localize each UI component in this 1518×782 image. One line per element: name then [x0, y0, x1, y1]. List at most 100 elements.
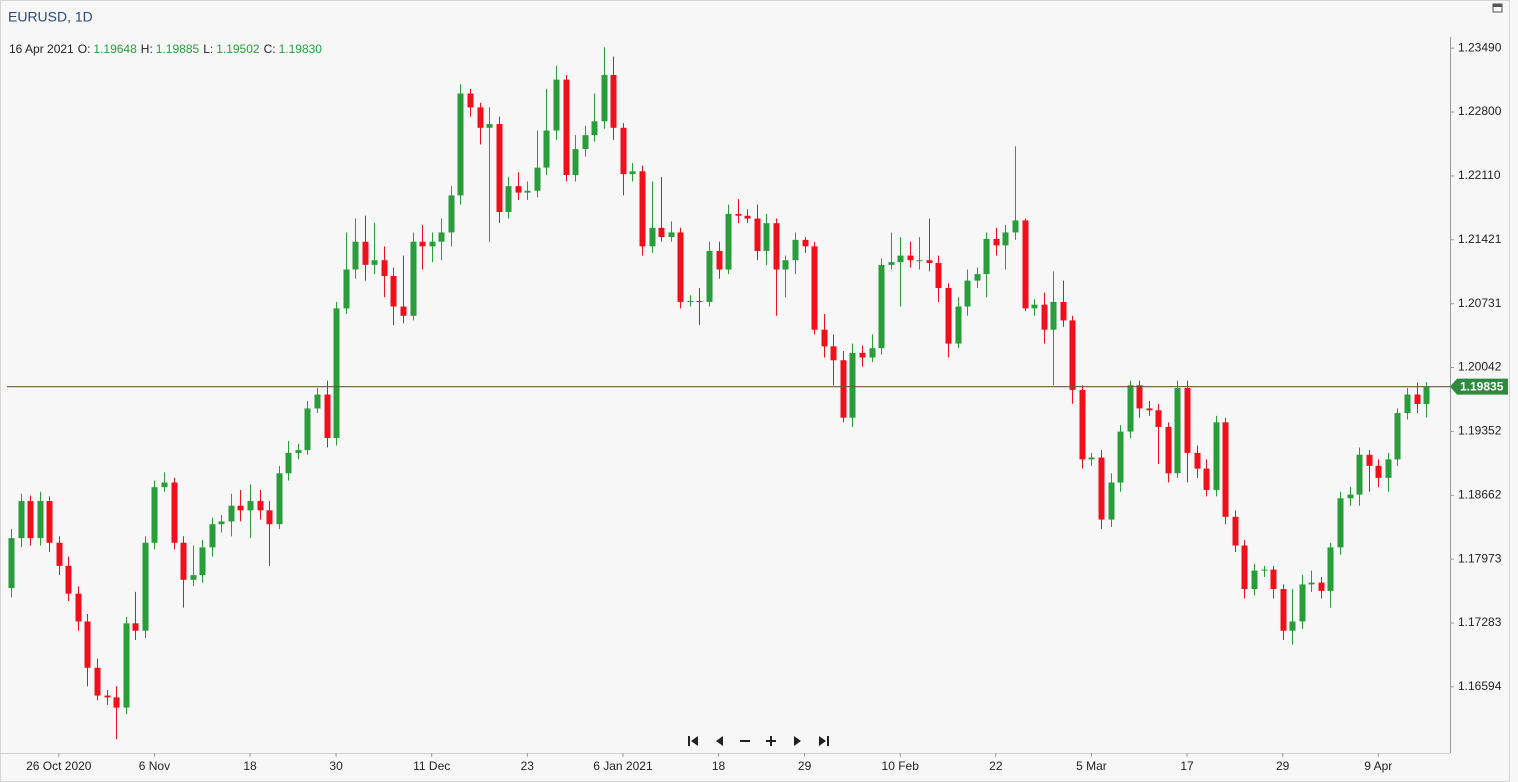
candle-body: [132, 623, 139, 631]
ohlc-value: 1.19502: [216, 42, 260, 56]
candle-body: [563, 79, 570, 176]
candle-body: [151, 487, 158, 543]
candle-body: [601, 74, 608, 122]
maximize-icon-bar[interactable]: [1493, 4, 1502, 7]
candle-body: [190, 575, 197, 580]
plot: 1.23490 1.22800 1.22110 1.21421 1.20731 1.200…: [7, 40, 1508, 773]
candle-body: [1394, 413, 1401, 460]
candle-body: [390, 275, 397, 307]
x-tick-label: 18: [712, 759, 726, 773]
candle-body: [381, 260, 388, 276]
navigation: [688, 736, 829, 746]
candle-body: [1299, 584, 1306, 622]
chart-title: EURUSD, 1D: [8, 9, 93, 25]
candle-body: [161, 482, 168, 488]
candle-body: [1012, 220, 1019, 233]
nav-zoom-out[interactable]: [740, 740, 750, 742]
candle-body: [1385, 459, 1392, 478]
candle-body: [945, 288, 952, 344]
candle-body: [572, 149, 579, 176]
candle-body: [247, 501, 254, 511]
nav-icon[interactable]: [691, 736, 698, 746]
candle-body: [629, 171, 636, 175]
candle-body: [1127, 385, 1134, 432]
candle-body: [324, 394, 331, 439]
x-tick-label: 29: [798, 759, 812, 773]
candle-body: [295, 450, 302, 453]
nav-back[interactable]: [716, 736, 723, 746]
candle-body: [123, 623, 130, 708]
candle-body: [926, 260, 933, 264]
candle-body: [1041, 304, 1048, 330]
nav-last[interactable]: [819, 736, 829, 746]
candle-body: [849, 352, 856, 418]
candle-body: [591, 121, 598, 136]
candle-body: [467, 93, 474, 108]
candle-body: [1337, 498, 1344, 548]
ohlc-label: L:: [203, 42, 213, 56]
candle-body: [1194, 452, 1201, 469]
candle-body: [113, 697, 120, 708]
candle-body: [343, 269, 350, 309]
candle-body: [1050, 301, 1057, 330]
nav-zoom-in[interactable]: [766, 736, 776, 746]
candle-body: [276, 473, 283, 525]
nav-icon[interactable]: [827, 736, 829, 746]
nav-icon[interactable]: [819, 736, 826, 746]
y-tick-label: 1.22800: [1458, 104, 1502, 118]
x-tick-label: 17: [1180, 759, 1194, 773]
ohlc-date: 16 Apr 2021: [9, 42, 74, 56]
candle-body: [27, 501, 34, 539]
candle-body: [1222, 422, 1229, 517]
maximize-button[interactable]: [1492, 3, 1503, 13]
candle-body: [1270, 569, 1277, 590]
candle-body: [333, 308, 340, 439]
candle-body: [1174, 388, 1181, 474]
nav-forward[interactable]: [794, 736, 801, 746]
candle-body: [1289, 621, 1296, 631]
candle-body: [725, 213, 732, 270]
candle-body: [486, 124, 493, 128]
y-tick-label: 1.21421: [1458, 232, 1502, 246]
candle-body: [534, 167, 541, 191]
candle-body: [285, 452, 292, 474]
x-tick-label: 22: [989, 759, 1003, 773]
candle-body: [1146, 408, 1153, 411]
candle-body: [1117, 431, 1124, 483]
candle-body: [582, 135, 589, 150]
candle-body: [438, 232, 445, 242]
y-tick-label: 1.17973: [1458, 551, 1502, 565]
candle-body: [543, 130, 550, 168]
ohlc-header: 16 Apr 2021 O: 1.19648 H: 1.19885 L: 1.19502 C:…: [9, 42, 322, 56]
candle-body: [1232, 516, 1239, 546]
nav-icon[interactable]: [688, 736, 690, 746]
candle-body: [840, 360, 847, 418]
candle-body: [1165, 426, 1172, 474]
nav-first[interactable]: [688, 736, 698, 746]
candle-body: [668, 232, 675, 238]
x-tick-label: 9 Apr: [1364, 759, 1392, 773]
candle-body: [964, 280, 971, 307]
candle-body: [792, 239, 799, 261]
candle-body: [897, 255, 904, 263]
y-tick-label: 1.16594: [1458, 679, 1502, 693]
candle-body: [993, 238, 1000, 246]
candle-body: [218, 521, 225, 525]
candle-body: [935, 263, 942, 289]
candle-body: [677, 232, 684, 302]
candle-body: [304, 408, 311, 451]
candle-body: [104, 695, 111, 698]
candle-body: [955, 306, 962, 344]
candle-body: [1136, 385, 1143, 409]
candle-body: [46, 501, 53, 543]
candle-body: [257, 501, 264, 511]
candle-body: [400, 306, 407, 316]
ohlc-label: C:: [264, 42, 276, 56]
candle-body: [1327, 547, 1334, 591]
candle-body: [802, 239, 809, 247]
candle-body: [18, 501, 25, 539]
candle-body: [639, 171, 646, 247]
x-tick-label: 5 Mar: [1076, 759, 1107, 773]
x-tick-label: 11 Dec: [413, 759, 450, 773]
y-tick-label: 1.20042: [1458, 360, 1502, 374]
